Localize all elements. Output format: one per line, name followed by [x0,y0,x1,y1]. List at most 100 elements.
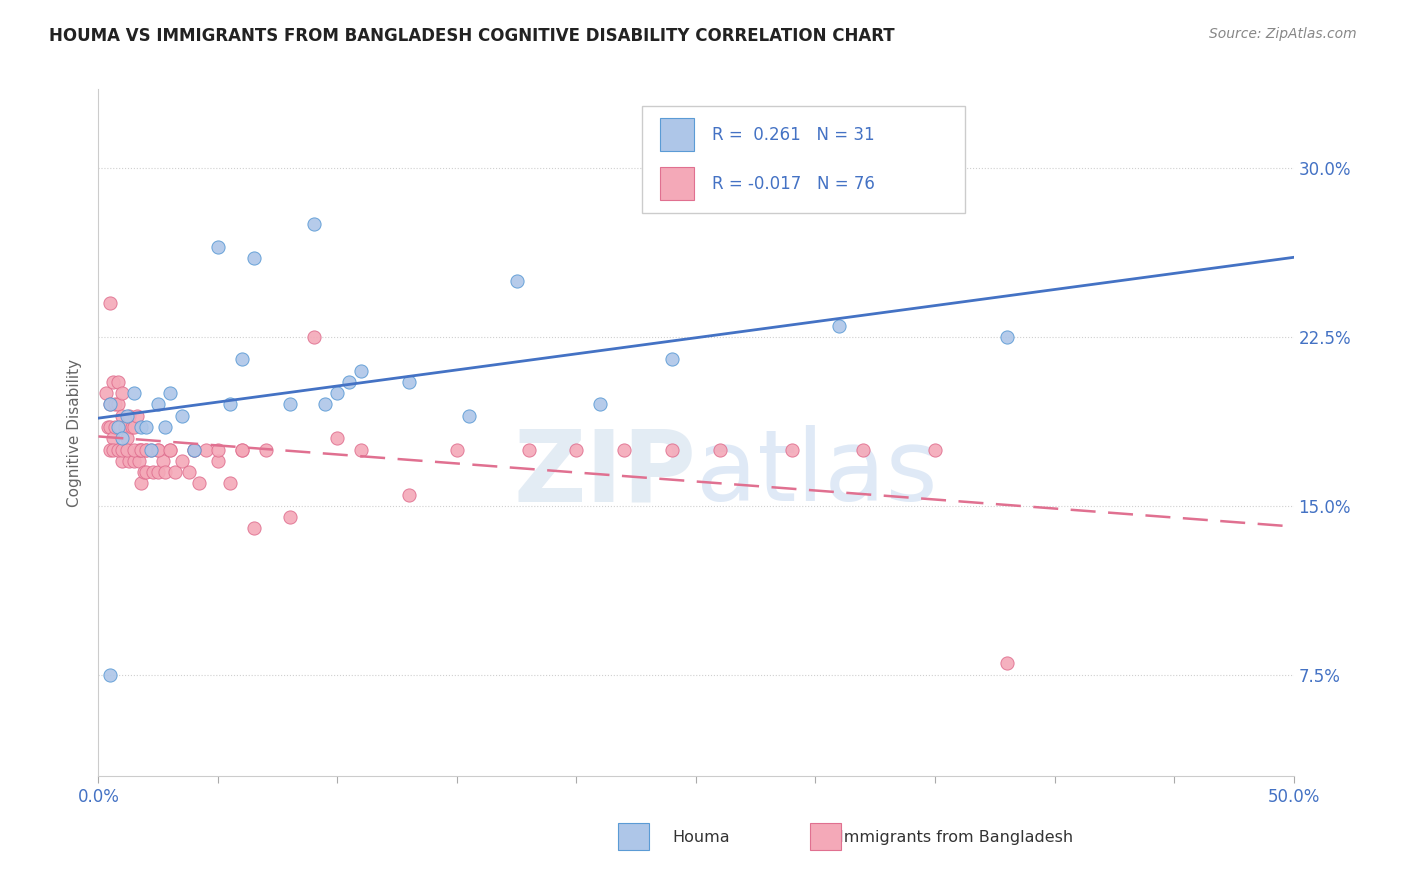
Bar [661,118,693,151]
Point [172,409,194,423]
Point [207,442,229,457]
Point [98,296,122,310]
Text: atlas: atlas [696,425,938,523]
Point [195,442,218,457]
Point [139,442,162,457]
Point [111,386,134,401]
Point [315,397,337,411]
Point [207,454,229,468]
Point [111,431,134,445]
Point [107,442,129,457]
Bar [810,823,841,849]
Text: R =  0.261   N = 31: R = 0.261 N = 31 [711,126,875,144]
Point [98,397,122,411]
Point [589,397,612,411]
Point [124,420,146,434]
Point [398,375,420,389]
Bar [619,823,650,849]
Point [661,442,683,457]
Point [118,409,141,423]
Point [111,454,134,468]
Point [111,442,134,457]
Point [709,442,731,457]
Point [111,409,134,423]
Point [101,442,124,457]
Point [121,420,143,434]
Point [132,465,155,479]
Point [115,442,138,457]
Point [107,397,129,411]
Point [115,409,138,423]
Point [852,442,875,457]
Point [135,420,157,434]
Point [995,330,1018,344]
Point [924,442,946,457]
Point [148,442,170,457]
Point [243,521,266,535]
Point [98,420,122,434]
Point [135,465,157,479]
Point [115,431,138,445]
Point [339,375,361,389]
Point [159,442,181,457]
Point [219,476,242,491]
Point [142,465,165,479]
Point [163,465,186,479]
Point [128,454,150,468]
Point [219,397,242,411]
Point [155,465,177,479]
Point [231,442,253,457]
Point [828,318,851,333]
Point [187,476,209,491]
Point [118,454,141,468]
Point [108,420,131,434]
Point [148,442,170,457]
Point [613,442,636,457]
Point [995,657,1018,671]
Point [131,476,153,491]
Point [94,386,117,401]
Point [104,420,127,434]
Point [302,217,325,231]
Point [506,274,529,288]
Point [278,510,301,524]
Point [124,386,146,401]
Bar [661,168,693,201]
Point [350,364,373,378]
Point [148,465,170,479]
Point [101,375,124,389]
Text: Houma: Houma [672,830,730,846]
Point [179,465,201,479]
Point [243,251,266,265]
Point [107,375,129,389]
Point [231,352,253,367]
Point [183,442,205,457]
Point [231,442,253,457]
Point [124,454,146,468]
Text: HOUMA VS IMMIGRANTS FROM BANGLADESH COGNITIVE DISABILITY CORRELATION CHART: HOUMA VS IMMIGRANTS FROM BANGLADESH COGN… [49,27,894,45]
Point [458,409,481,423]
Point [97,420,120,434]
Point [131,442,153,457]
Point [135,442,157,457]
Point [278,397,301,411]
Point [128,442,150,457]
Point [125,409,148,423]
Point [139,442,162,457]
Point [517,442,540,457]
Point [661,352,683,367]
Point [446,442,468,457]
Point [159,442,181,457]
Point [159,386,181,401]
Point [350,442,373,457]
Point [155,420,177,434]
Point [98,667,122,681]
Text: Immigrants from Bangladesh: Immigrants from Bangladesh [839,830,1074,846]
Point [148,397,170,411]
Point [254,442,277,457]
Point [183,442,205,457]
FancyBboxPatch shape [643,106,965,213]
Text: ZIP: ZIP [513,425,696,523]
Point [131,442,153,457]
Point [135,442,157,457]
